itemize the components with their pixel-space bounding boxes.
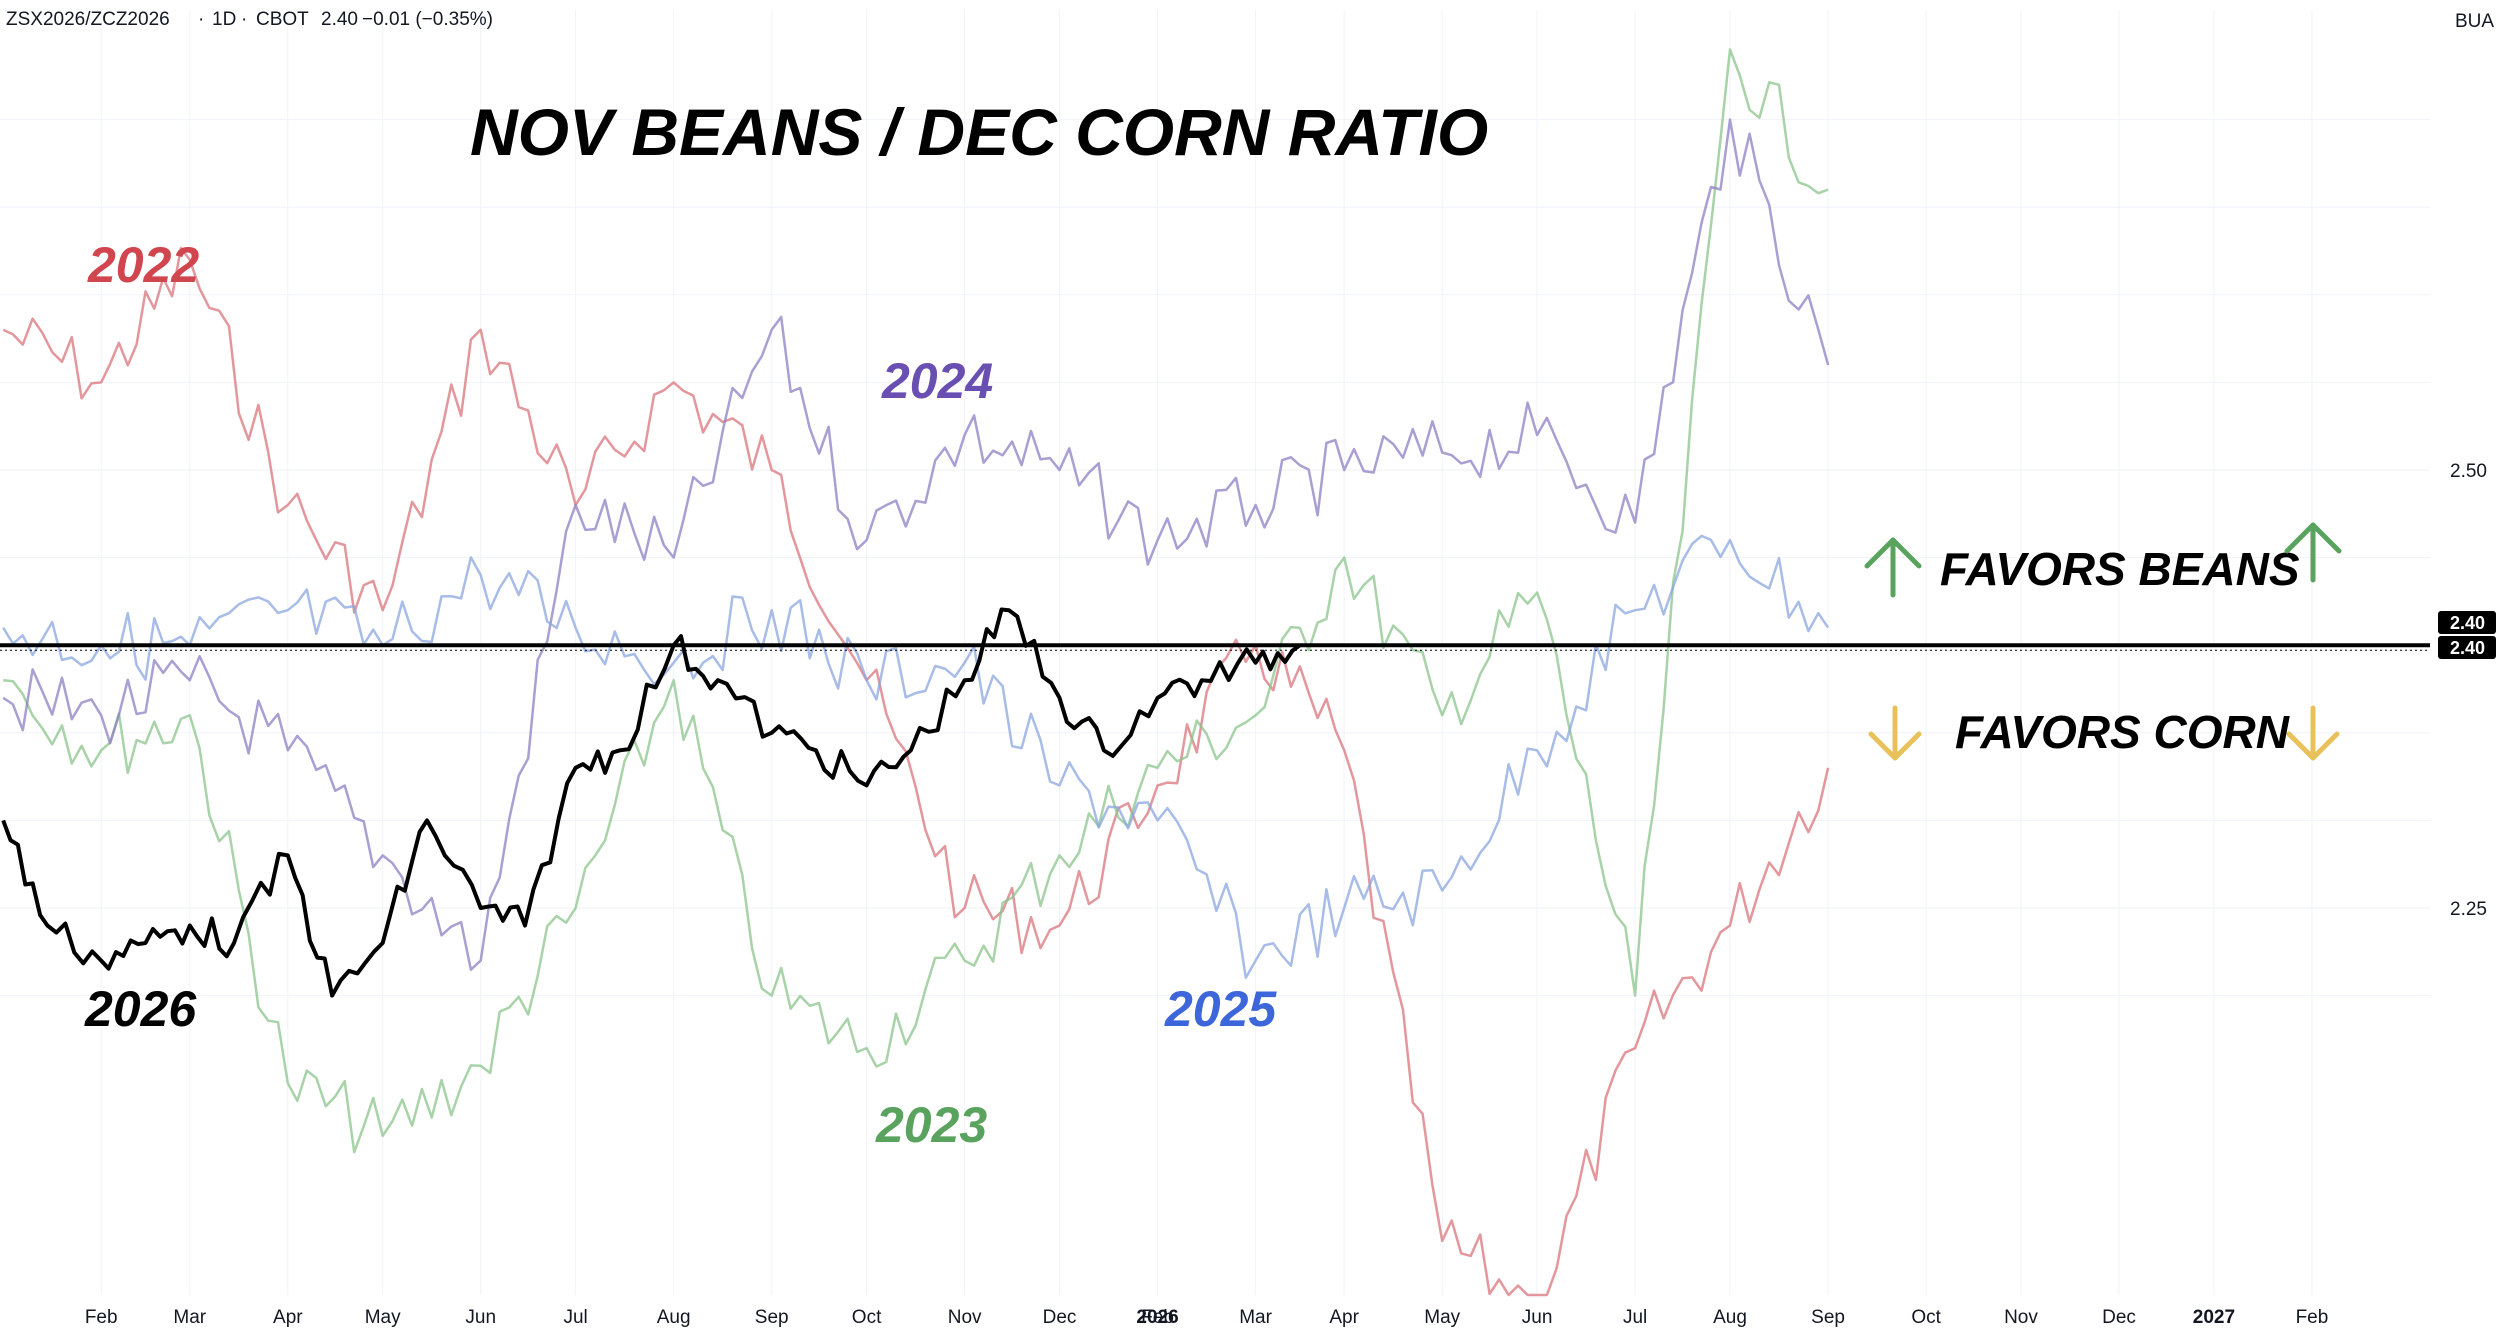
x-tick-label: Sep	[755, 1307, 789, 1328]
chart-title: NOV BEANS / DEC CORN RATIO	[470, 95, 1488, 169]
series-line-2022	[2, 246, 1830, 1297]
x-tick-label: May	[365, 1307, 401, 1328]
x-tick-label: Dec	[1043, 1307, 1077, 1328]
series-label-2023: 2023	[875, 1097, 987, 1153]
price-badge-top	[2438, 611, 2496, 634]
series-label-2024: 2024	[881, 353, 993, 409]
price-badge-bottom-text: 2.40	[2450, 638, 2485, 658]
x-tick-label: Jun	[465, 1307, 496, 1328]
x-tick-label: Feb	[85, 1307, 118, 1328]
x-tick-label: Apr	[1329, 1307, 1359, 1328]
series-line-2025	[2, 534, 1830, 979]
series-lines	[1, 48, 1830, 1297]
x-tick-label: Nov	[2004, 1307, 2038, 1328]
x-tick-label: Apr	[273, 1307, 303, 1328]
series-label-2022: 2022	[87, 237, 199, 293]
arrow-down-icon-left	[1868, 705, 1922, 761]
x-tick-label: Jun	[1522, 1307, 1553, 1328]
x-axis-labels: Feb Mar Apr May Jun Jul Aug Sep Oct Nov Dec 2026Feb…	[85, 1307, 2328, 1328]
x-tick-label: Mar	[173, 1307, 206, 1328]
price-badge-top-text: 2.40	[2450, 613, 2485, 633]
y-tick-label: 2.50	[2450, 461, 2487, 482]
series-label-2026: 2026	[84, 981, 197, 1037]
header-symbol: ZSX2026/ZCZ2026	[6, 9, 170, 30]
series-label-2025: 2025	[1164, 981, 1277, 1037]
x-tick-label: 2027	[2193, 1307, 2235, 1328]
x-tick-label: Nov	[948, 1307, 982, 1328]
x-tick-label: Oct	[852, 1307, 882, 1328]
price-badge-bottom	[2438, 636, 2496, 659]
favors-corn-annotation: FAVORS CORN	[1868, 705, 2340, 761]
x-tick-label: Aug	[657, 1307, 691, 1328]
price-badges: 2.40 2.40	[2438, 611, 2496, 659]
series-line-2023	[3, 48, 1829, 1154]
y-tick-label: 2.25	[2450, 899, 2487, 920]
header-separator-1: ·	[198, 9, 204, 30]
favors-beans-annotation: FAVORS BEANS	[1864, 522, 2342, 598]
series-line-2024	[2, 118, 1830, 971]
x-tick-label: Jul	[563, 1307, 587, 1328]
arrow-up-icon-right	[2284, 522, 2342, 583]
grid	[0, 10, 2430, 1295]
header-change: −0.01 (−0.35%)	[362, 9, 493, 30]
favors-corn-label: FAVORS CORN	[1955, 706, 2290, 758]
x-tick-label: May	[1424, 1307, 1460, 1328]
arrow-up-icon-left	[1864, 537, 1922, 598]
x-tick-label: Oct	[1911, 1307, 1941, 1328]
x-tick-label: Aug	[1713, 1307, 1747, 1328]
x-tick-label: Dec	[2102, 1307, 2136, 1328]
header-interval: 1D	[212, 9, 236, 30]
reference-line-group	[0, 643, 2430, 651]
x-tick-label: 2026	[1136, 1307, 1178, 1328]
series-line-2026	[1, 607, 1302, 998]
x-tick-label: Feb	[1141, 1307, 1174, 1328]
x-tick-label: Sep	[1811, 1307, 1845, 1328]
y-axis-labels: 2.50 2.25	[2450, 461, 2487, 920]
x-tick-label: Mar	[1239, 1307, 1272, 1328]
favors-beans-label: FAVORS BEANS	[1940, 543, 2300, 595]
header-exchange: CBOT	[256, 9, 309, 30]
series-labels: 2022 2023 2024 2025 2026	[84, 237, 1277, 1153]
x-tick-label: Feb	[2296, 1307, 2329, 1328]
unit-label: BUA	[2455, 11, 2494, 32]
x-tick-label: Jul	[1623, 1307, 1647, 1328]
header-separator-2: ·	[241, 9, 247, 30]
arrow-down-icon-right	[2286, 705, 2340, 761]
header-last: 2.40	[321, 9, 358, 30]
